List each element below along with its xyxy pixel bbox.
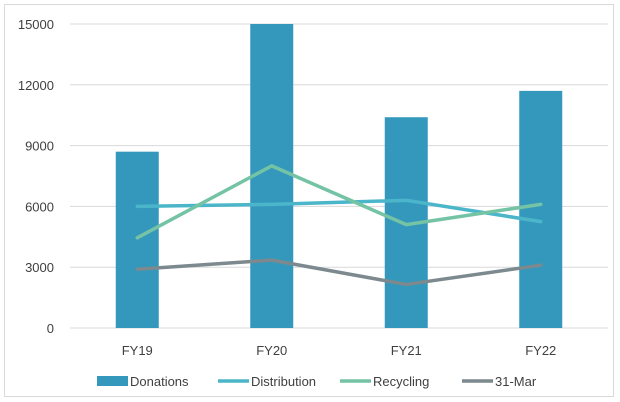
line-distribution <box>135 198 543 224</box>
legend-label-recycling: Recycling <box>373 374 429 389</box>
y-axis-ticks: 0 3000 6000 9000 12000 15000 <box>18 17 54 336</box>
x-tick-label: FY20 <box>256 343 287 358</box>
x-tick-label: FY22 <box>525 343 556 358</box>
y-tick-label: 15000 <box>18 17 54 32</box>
legend-swatch-donations <box>97 376 128 386</box>
bar-donations <box>519 90 563 328</box>
lines <box>135 164 543 287</box>
x-axis-ticks: FY19 FY20 FY21 FY22 <box>122 343 557 358</box>
y-tick-label: 6000 <box>25 199 54 214</box>
line-recycling <box>135 164 543 240</box>
y-tick-label: 0 <box>47 321 54 336</box>
bar-donations <box>115 151 159 328</box>
x-tick-label: FY21 <box>391 343 422 358</box>
y-tick-label: 12000 <box>18 78 54 93</box>
legend-label-donations: Donations <box>130 374 189 389</box>
x-tick-label: FY19 <box>122 343 153 358</box>
y-tick-label: 9000 <box>25 139 54 154</box>
bars <box>115 24 563 328</box>
legend-label-31-mar: 31-Mar <box>495 374 537 389</box>
chart-frame <box>4 4 614 397</box>
y-tick-label: 3000 <box>25 260 54 275</box>
line-31-mar <box>135 258 543 287</box>
bar-donations <box>250 24 294 328</box>
legend: Donations Distribution Recycling 31-Mar <box>97 374 537 389</box>
legend-label-distribution: Distribution <box>251 374 316 389</box>
